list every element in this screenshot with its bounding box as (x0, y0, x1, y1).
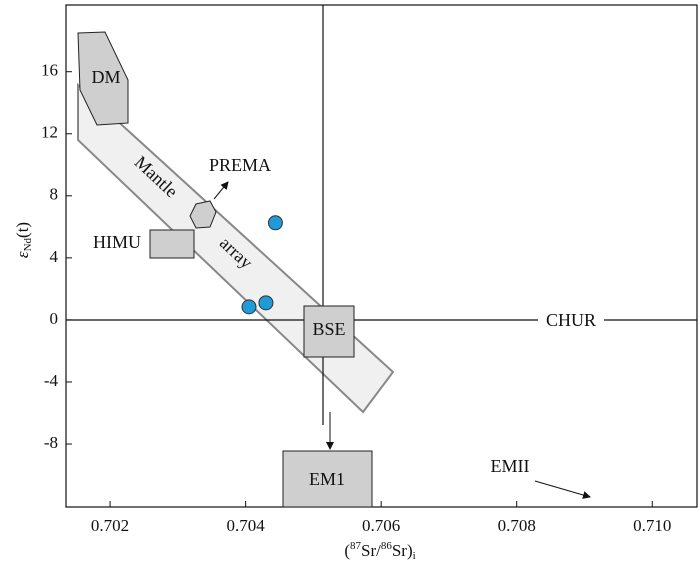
annotation: EM1 (309, 469, 345, 489)
annotation: EMII (491, 456, 530, 476)
y-tick-label: 0 (50, 309, 59, 328)
annotation: CHUR (546, 310, 596, 330)
y-tick-label: 12 (41, 123, 58, 142)
y-tick-label: 4 (50, 247, 59, 266)
data-point (267, 215, 283, 231)
x-tick-label: 0.708 (498, 516, 536, 535)
himu-field (149, 229, 195, 259)
dm-field (77, 31, 129, 126)
y-tick-label: -8 (44, 433, 58, 452)
x-tick-label: 0.710 (633, 516, 671, 535)
x-tick-label: 0.704 (226, 516, 265, 535)
prema-field (189, 200, 217, 229)
annotation: BSE (312, 319, 345, 339)
annotation: PREMA (209, 155, 271, 175)
data-point (241, 299, 257, 315)
emii-arrow (534, 480, 591, 499)
annotation: HIMU (93, 232, 141, 252)
y-axis-label: εNd(t) (13, 222, 34, 258)
x-tick-label: 0.702 (91, 516, 129, 535)
x-axis-label: (87Sr/86Sr)i (344, 540, 415, 562)
chur-label-bg (538, 311, 604, 331)
y-tick-label: -4 (44, 371, 59, 390)
em1-field (282, 450, 373, 508)
y-tick-label: 16 (41, 61, 58, 80)
x-tick-label: 0.706 (362, 516, 400, 535)
prema-arrow (213, 181, 229, 200)
annotation: DM (91, 67, 120, 87)
data-point (258, 295, 274, 311)
bse-field (303, 305, 355, 358)
y-tick-label: 8 (50, 185, 59, 204)
